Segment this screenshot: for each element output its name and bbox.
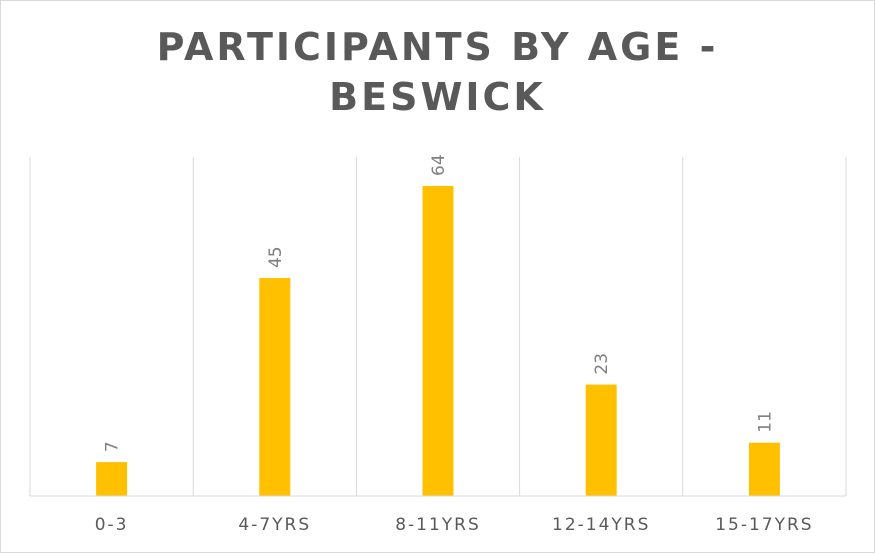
- chart-title-line-2: BESWICK: [329, 75, 546, 119]
- bar-8-11YRS: [422, 186, 454, 496]
- chart-title-line-1: PARTICIPANTS BY AGE -: [156, 25, 719, 69]
- bar-15-17YRS: [748, 442, 780, 496]
- x-tick-label-8-11YRS: 8-11YRS: [395, 515, 481, 535]
- bar-4-7YRS: [259, 278, 291, 496]
- bar-12-14YRS: [585, 384, 617, 496]
- bars: [96, 186, 780, 496]
- data-labels: 7 45 64 23 11: [103, 154, 776, 452]
- x-tick-label-15-17YRS: 15-17YRS: [715, 515, 813, 535]
- x-tick-label-12-14YRS: 12-14YRS: [552, 515, 650, 535]
- data-label-8-11YRS: 64: [429, 154, 449, 176]
- gridlines: [29, 157, 847, 496]
- data-label-12-14YRS: 23: [592, 353, 612, 375]
- chart-title: PARTICIPANTS BY AGE - BESWICK: [0, 22, 875, 122]
- data-label-4-7YRS: 45: [266, 246, 286, 268]
- data-label-15-17YRS: 11: [755, 411, 775, 433]
- x-tick-label-0-3: 0-3: [95, 515, 129, 535]
- bar-0-3: [96, 462, 128, 496]
- x-tick-labels: 0-3 4-7YRS 8-11YRS 12-14YRS 15-17YRS: [95, 515, 813, 535]
- x-tick-label-4-7YRS: 4-7YRS: [238, 515, 311, 535]
- data-label-0-3: 7: [103, 441, 123, 452]
